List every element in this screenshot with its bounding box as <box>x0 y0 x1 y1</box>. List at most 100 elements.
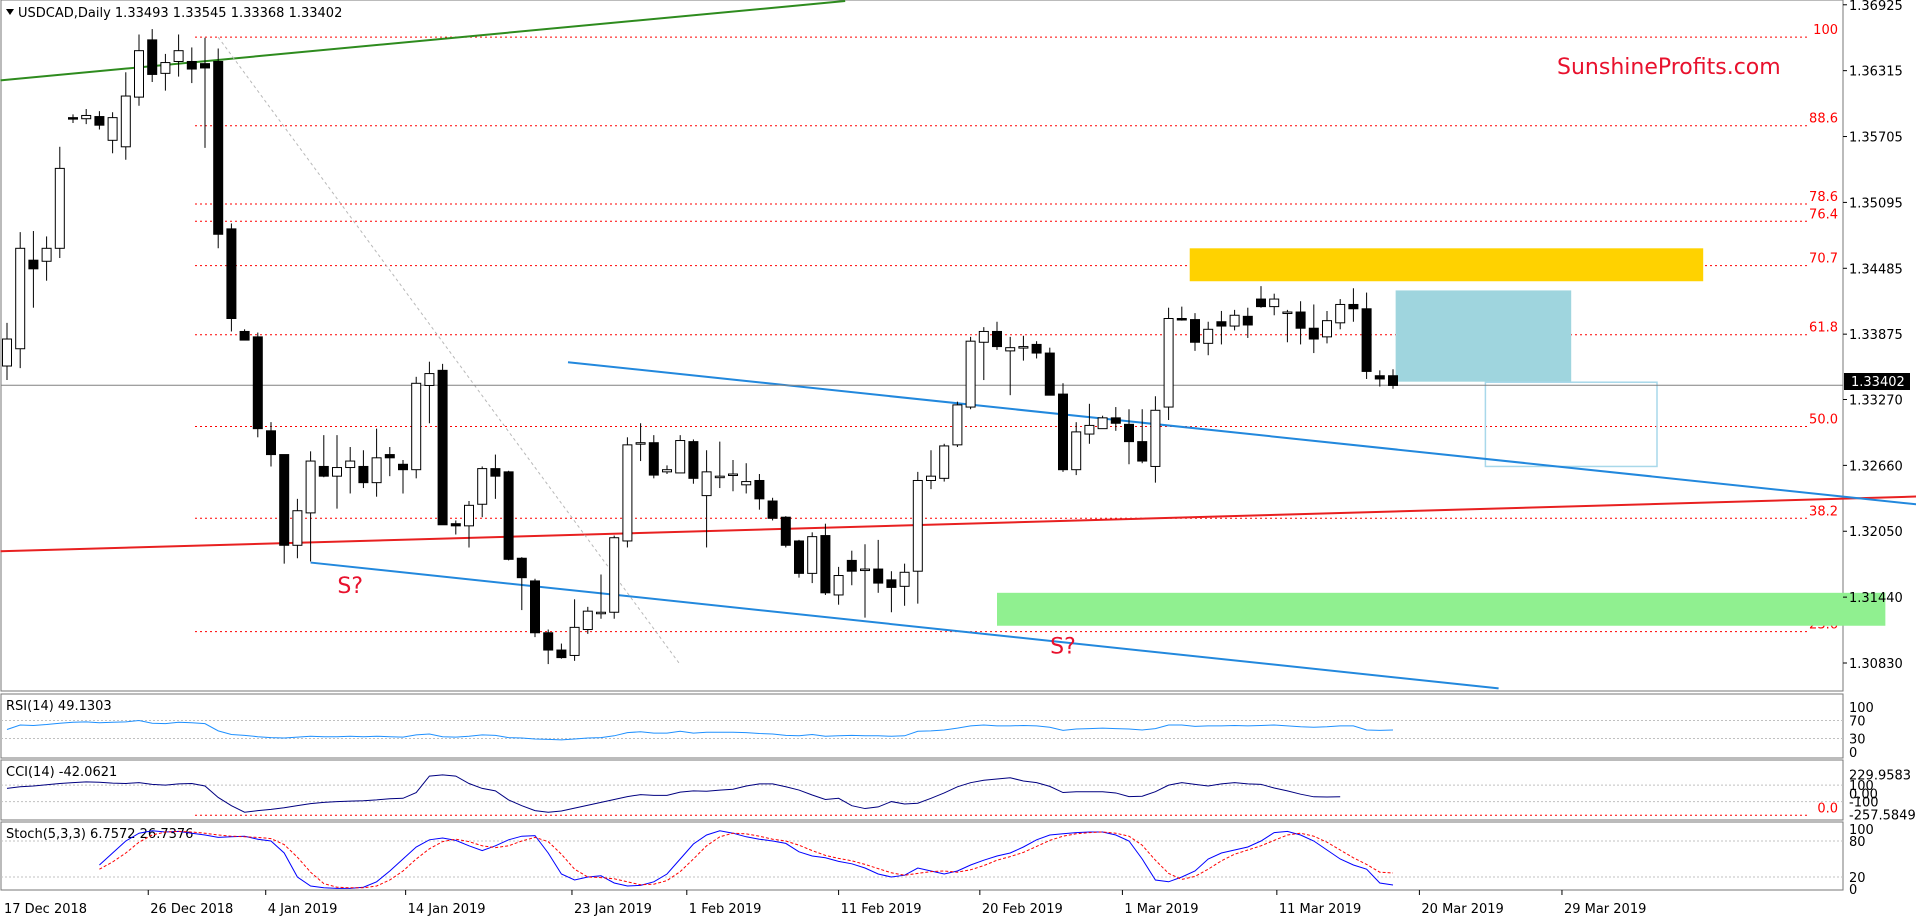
price-axis: 1.36925 1.36315 1.35705 1.35095 1.34485 1.338… <box>1843 0 1903 672</box>
candle-body <box>648 442 659 476</box>
candle <box>543 629 554 665</box>
candle-body <box>160 62 171 74</box>
candle <box>1150 396 1161 483</box>
candle <box>952 401 963 448</box>
candle-body <box>1110 417 1121 424</box>
candle-body <box>266 430 276 456</box>
candle <box>1031 341 1042 359</box>
candle <box>1176 306 1187 321</box>
stoch-lines <box>99 830 1394 889</box>
indicator-tick-label: 0 <box>1849 883 1857 898</box>
candle-body <box>54 167 65 249</box>
candle <box>516 557 527 611</box>
cci-title: CCI(14) -42.0621 <box>6 765 117 780</box>
candle <box>1137 409 1148 464</box>
stoch-signal-line <box>99 830 1394 889</box>
candle-body <box>424 373 435 386</box>
indicator-tick-label: 100 <box>1849 701 1874 716</box>
price-tick-label: 1.35705 <box>1849 131 1903 146</box>
red-trendline <box>0 495 1916 553</box>
candle-body <box>1282 311 1293 315</box>
candle-body <box>384 454 395 459</box>
candle-body <box>81 114 92 120</box>
date-tick-label: 23 Jan 2019 <box>574 902 652 917</box>
candle-body <box>1229 314 1240 327</box>
candle-body <box>107 117 118 141</box>
candle <box>912 471 923 604</box>
candle <box>754 474 765 510</box>
candle <box>28 231 39 308</box>
candle <box>926 450 936 490</box>
price-tick-label: 1.31440 <box>1849 591 1903 606</box>
indicator-tick-label: 0.00 <box>1849 787 1878 802</box>
candle <box>886 571 897 613</box>
price-tick-label: 1.36925 <box>1849 0 1903 14</box>
candle-body <box>1216 321 1227 327</box>
trend-lines <box>0 0 1916 690</box>
indicator-tick-label: -100 <box>1849 796 1879 811</box>
candle <box>371 428 382 497</box>
candle-body <box>1190 319 1200 343</box>
s-annotation: S? <box>1050 634 1076 659</box>
candle <box>820 523 831 595</box>
candle-body <box>28 259 39 270</box>
rsi-levels <box>1 720 1843 739</box>
indicator-tick-label: 100 <box>1849 823 1874 838</box>
candle-body <box>411 382 422 471</box>
candle-body <box>1256 298 1266 308</box>
stoch-title: Stoch(5,3,3) 6.7572 26.7376 <box>6 827 193 842</box>
candle-body <box>332 467 342 477</box>
candle-body <box>490 468 501 477</box>
candle-body <box>186 60 197 70</box>
candle-body <box>846 559 857 572</box>
dotted-grey-line <box>217 36 681 665</box>
candle <box>345 447 356 494</box>
candle <box>464 501 474 548</box>
candle-body <box>516 557 527 579</box>
candle-body <box>780 516 791 546</box>
s-annotation: S? <box>337 574 363 599</box>
candle <box>2 322 12 381</box>
candle <box>596 574 606 619</box>
candle <box>54 146 65 259</box>
candle <box>1282 309 1293 343</box>
candle-body <box>860 568 870 572</box>
candle-body <box>754 479 765 500</box>
teal-consolidation-zone <box>1395 290 1572 382</box>
candle-body <box>728 473 738 477</box>
candle <box>1216 310 1227 345</box>
price-tick-label: 1.35095 <box>1849 196 1903 211</box>
fib-label: 100 <box>1813 23 1838 38</box>
candle-body <box>873 568 884 584</box>
candle <box>1269 293 1280 316</box>
date-tick-label: 4 Jan 2019 <box>268 902 338 917</box>
candle <box>398 459 408 494</box>
candle <box>622 437 633 548</box>
candle <box>503 470 514 561</box>
candle-body <box>807 536 818 574</box>
candle <box>1229 309 1240 331</box>
candle <box>134 34 144 106</box>
candle-body <box>2 338 12 367</box>
date-tick-label: 14 Jan 2019 <box>408 902 486 917</box>
candle <box>318 435 329 478</box>
candle <box>714 441 725 489</box>
candle-body <box>147 39 158 75</box>
candle-body <box>1031 343 1042 354</box>
candle-body <box>477 468 488 505</box>
candle <box>635 423 646 462</box>
candle-body <box>68 117 78 120</box>
price-tick-label: 1.33875 <box>1849 328 1903 343</box>
current-price-tag: 1.33402 <box>1844 373 1910 390</box>
candle <box>1348 288 1359 322</box>
main-title-block: USDCAD,Daily 1.33493 1.33545 1.33368 1.3… <box>6 6 342 21</box>
green-support-zone <box>997 592 1886 626</box>
candle <box>1308 304 1319 354</box>
candle-body <box>41 247 52 262</box>
candle-body <box>582 610 593 631</box>
indicator-tick-label: 70 <box>1849 715 1866 730</box>
candle <box>41 236 52 281</box>
candle-body <box>503 471 514 560</box>
caret-down-icon[interactable] <box>6 9 14 15</box>
